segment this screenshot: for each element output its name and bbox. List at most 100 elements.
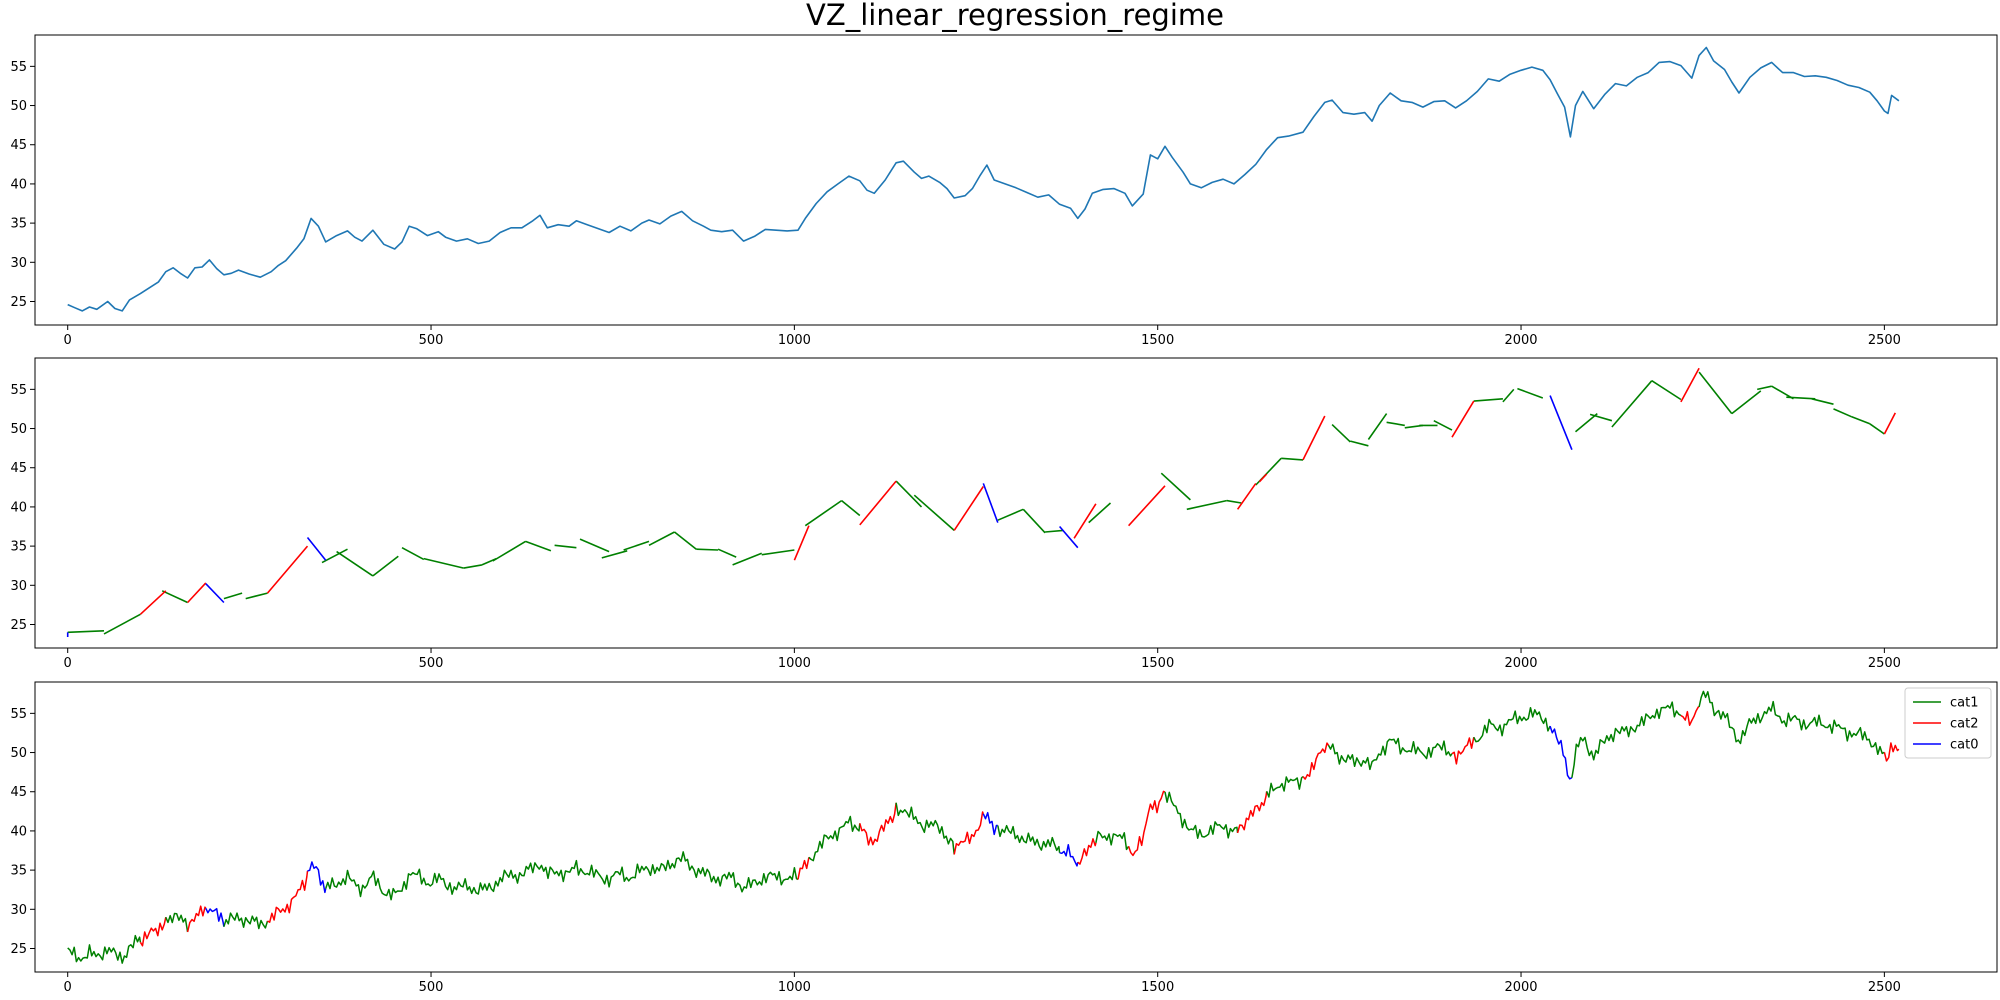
regression-segment-cat2 bbox=[1236, 482, 1257, 510]
x-tick-label: 1000 bbox=[778, 980, 811, 995]
regime-line-cat2 bbox=[953, 811, 984, 855]
x-tick-label: 500 bbox=[419, 656, 444, 671]
regime-line-cat1 bbox=[1266, 775, 1304, 798]
x-tick-label: 500 bbox=[419, 333, 444, 348]
regression-segment-cat2 bbox=[793, 525, 810, 561]
regime-line-cat1 bbox=[1164, 791, 1239, 839]
x-tick-label: 1500 bbox=[1141, 333, 1174, 348]
y-tick-label: 55 bbox=[10, 60, 27, 75]
regression-segment-cat1 bbox=[1589, 413, 1613, 422]
regression-segment-cat1 bbox=[804, 499, 843, 527]
regression-segment-cat1 bbox=[623, 540, 650, 551]
regression-segment-cat0 bbox=[205, 583, 225, 604]
regime-line-cat2 bbox=[267, 870, 309, 923]
legend: cat1 cat2 cat0 bbox=[1904, 687, 1992, 759]
y-tick-label: 45 bbox=[10, 461, 27, 476]
regime-line-cat2 bbox=[1077, 838, 1097, 865]
regression-segment-cat0 bbox=[306, 536, 327, 561]
regime-line-cat2 bbox=[1302, 742, 1330, 780]
regression-segment-cat1 bbox=[997, 508, 1024, 521]
regression-segment-cat1 bbox=[1869, 423, 1885, 435]
regime-line-cat2 bbox=[797, 857, 810, 880]
regression-segment-cat1 bbox=[1433, 419, 1453, 431]
y-tick-label: 25 bbox=[10, 942, 27, 957]
regime-line-cat0 bbox=[1549, 725, 1573, 780]
regime-line-cat1 bbox=[165, 912, 189, 933]
regression-segment-cat2 bbox=[1258, 473, 1268, 483]
regression-segment-cat1 bbox=[401, 546, 425, 561]
regime-line-cat1 bbox=[1698, 690, 1885, 756]
regression-segment-cat1 bbox=[1811, 398, 1834, 405]
subplot-2: 0 500 1000 1500 2000 2500 25 30 35 40 45 50 55 bbox=[10, 357, 1998, 671]
y-tick-label: 40 bbox=[10, 177, 27, 192]
regression-segment-cat0 bbox=[1058, 525, 1079, 549]
regime-line-cat2 bbox=[1680, 706, 1700, 726]
regression-segment-cat1 bbox=[554, 544, 577, 549]
regression-segment-cat1 bbox=[1786, 396, 1816, 400]
y-tick-label: 45 bbox=[10, 138, 27, 153]
regression-segment-cat1 bbox=[1022, 508, 1046, 534]
regression-segment-cat1 bbox=[1731, 390, 1762, 415]
regime-line-cat2 bbox=[1127, 790, 1166, 857]
regression-segment-cat1 bbox=[336, 550, 374, 577]
regime-line-cat1 bbox=[1473, 706, 1551, 743]
regression-segment-cat1 bbox=[492, 540, 526, 562]
x-tick-label: 2500 bbox=[1868, 656, 1901, 671]
y-tick-label: 35 bbox=[10, 864, 27, 879]
regression-segment-cat1 bbox=[1160, 472, 1191, 501]
regression-segment-cat1 bbox=[525, 540, 552, 552]
regression-segment-cat1 bbox=[1757, 385, 1772, 391]
regression-segment-cat2 bbox=[1680, 367, 1700, 403]
regression-segment-cat2 bbox=[1451, 400, 1475, 438]
regression-segment-cat1 bbox=[223, 592, 243, 600]
regression-segment-cat1 bbox=[895, 480, 923, 508]
y-tick-label: 50 bbox=[10, 422, 27, 437]
price-line bbox=[67, 46, 1900, 312]
chart-title: VZ_linear_regression_regime bbox=[806, 0, 1224, 32]
y-tick-label: 30 bbox=[10, 256, 27, 271]
regression-segment-cat1 bbox=[1574, 412, 1598, 433]
y-tick-label: 30 bbox=[10, 903, 27, 918]
regression-segment-cat1 bbox=[732, 552, 762, 566]
regime-line-cat1 bbox=[1327, 737, 1453, 771]
regression-segment-cat1 bbox=[1186, 499, 1227, 511]
regression-segment-cat1 bbox=[372, 555, 399, 577]
y-tick-label: 35 bbox=[10, 540, 27, 555]
legend-label-cat0: cat0 bbox=[1950, 738, 1978, 753]
y-tick-label: 25 bbox=[10, 618, 27, 633]
legend-box bbox=[1904, 687, 1992, 759]
y-tick-label: 45 bbox=[10, 785, 27, 800]
regression-segment-cat1 bbox=[1502, 388, 1515, 403]
regime-line-cat2 bbox=[186, 905, 207, 933]
regression-segment-cat2 bbox=[1073, 503, 1097, 539]
x-tick-label: 1000 bbox=[778, 333, 811, 348]
x-tick-label: 1500 bbox=[1141, 980, 1174, 995]
regression-segment-cat2 bbox=[139, 590, 167, 615]
regression-segment-cat1 bbox=[1473, 398, 1503, 402]
x-tick-label: 2500 bbox=[1868, 980, 1901, 995]
regime-line-cat2 bbox=[1236, 791, 1268, 834]
y-tick-label: 55 bbox=[10, 707, 27, 722]
regime-line-cat0 bbox=[205, 907, 225, 927]
y-tick-label: 50 bbox=[10, 99, 27, 114]
regime-line-cat0 bbox=[982, 811, 998, 836]
regression-segment-cat0 bbox=[1549, 395, 1573, 450]
x-tick-label: 0 bbox=[64, 656, 72, 671]
regression-segment-cat1 bbox=[1698, 371, 1733, 415]
regression-segment-cat1 bbox=[1386, 421, 1405, 427]
regression-segment-cat1 bbox=[1367, 413, 1388, 440]
regression-segment-cat1 bbox=[1350, 440, 1369, 447]
x-tick-label: 2000 bbox=[1504, 333, 1537, 348]
regression-segment-cat1 bbox=[841, 499, 861, 517]
y-tick-label: 55 bbox=[10, 383, 27, 398]
regime-line-cat1 bbox=[997, 824, 1061, 853]
regression-segment-cat1 bbox=[761, 549, 795, 556]
regime-line-cat2 bbox=[1883, 742, 1900, 762]
axes-frame bbox=[34, 357, 1998, 649]
regression-segment-cat1 bbox=[1331, 424, 1351, 443]
regression-segment-cat1 bbox=[1226, 499, 1242, 504]
regression-segment-cat1 bbox=[1833, 408, 1853, 418]
subplot-3: 0 500 1000 1500 2000 250025303540455055cat1ca… bbox=[10, 681, 1998, 995]
regime-line-cat1 bbox=[808, 815, 861, 862]
